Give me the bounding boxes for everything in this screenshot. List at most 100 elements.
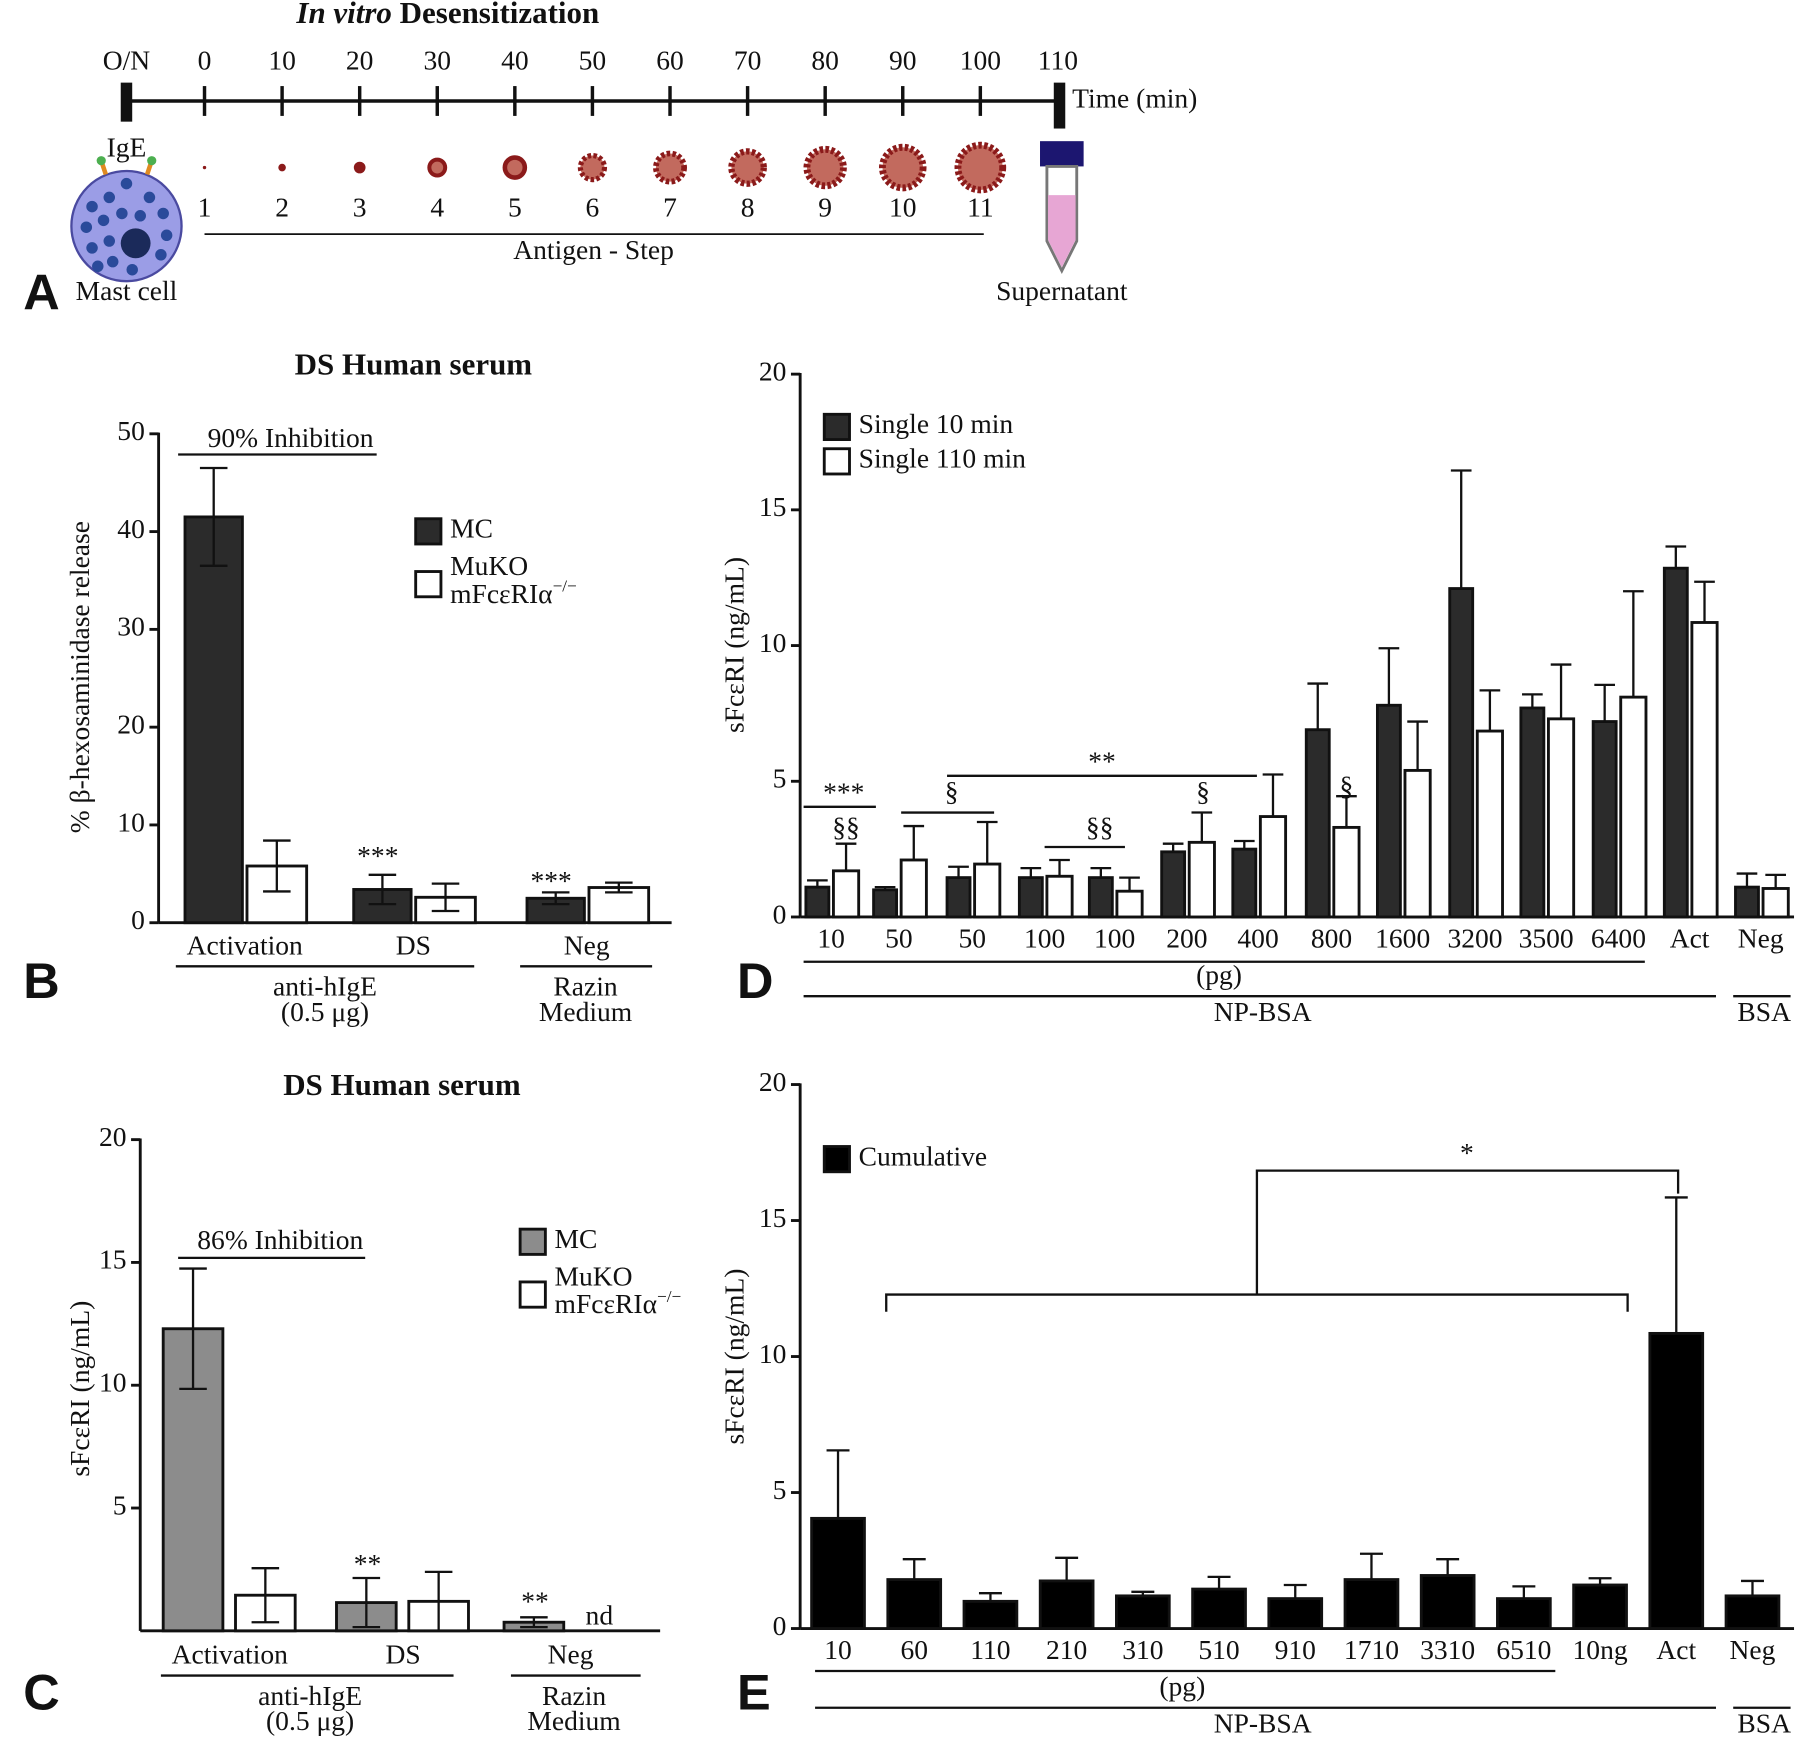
legend-label: Single 110 min — [859, 443, 1026, 474]
error-bar — [368, 873, 397, 906]
error-bar — [1162, 842, 1184, 852]
bar — [945, 876, 972, 919]
x-tick-label: 3500 — [1519, 922, 1574, 953]
x-tick-label: 210 — [1046, 1634, 1087, 1665]
error-bar — [807, 879, 828, 888]
legend-swatch — [822, 412, 851, 441]
x-tick-label: 400 — [1237, 922, 1278, 953]
time-label: 80 — [811, 44, 839, 75]
timeline-end — [1053, 82, 1066, 129]
y-axis-label: sFcεRI (ng/mL) — [718, 1269, 749, 1445]
error-bar — [1736, 872, 1758, 888]
y-tick-label: 10 — [117, 806, 145, 837]
step-label: 5 — [508, 191, 522, 222]
legend-label: MC — [450, 513, 493, 544]
step-label: 11 — [967, 191, 994, 222]
x-tick-label: 6510 — [1496, 1634, 1551, 1665]
bar — [962, 1599, 1019, 1630]
legend-swatch — [822, 1145, 851, 1174]
error-bar — [903, 824, 925, 860]
bar — [1187, 840, 1216, 919]
error-bar — [1741, 1579, 1764, 1596]
time-label: 40 — [501, 44, 529, 75]
legend-label: Single 10 min — [859, 408, 1014, 439]
x-tick-label: 1710 — [1344, 1634, 1399, 1665]
step-label: 8 — [741, 191, 755, 222]
x-tick-label: Neg — [1730, 1634, 1776, 1665]
step-label: Antigen - Step — [513, 234, 674, 265]
legend-swatch — [822, 447, 851, 476]
panel-label: C — [23, 1664, 59, 1721]
annotation: nd — [586, 1600, 614, 1631]
group-label: Medium — [539, 996, 632, 1027]
time-label: 10 — [268, 44, 296, 75]
time-label: 110 — [1038, 44, 1078, 75]
y-tick-label: 40 — [117, 513, 145, 544]
bar — [886, 1578, 943, 1630]
time-label: Time (min) — [1072, 82, 1197, 113]
antigen-dose — [353, 161, 366, 174]
error-bar — [978, 1592, 1002, 1602]
antigen-dose — [878, 143, 927, 192]
bar — [872, 888, 898, 919]
annotation: ** — [354, 1548, 382, 1579]
annotation: 86% Inhibition — [197, 1224, 363, 1255]
group-label: BSA — [1737, 1707, 1791, 1738]
antigen-dose — [803, 145, 847, 190]
time-label: 30 — [423, 44, 451, 75]
title-rest: Desensitization — [400, 0, 600, 30]
bar — [1267, 1597, 1324, 1630]
group-label: NP-BSA — [1214, 996, 1312, 1027]
x-tick-label: 50 — [959, 922, 987, 953]
x-tick-label: 510 — [1198, 1634, 1239, 1665]
x-tick-label: 10 — [824, 1634, 852, 1665]
group-label: anti-hIgE — [273, 971, 377, 1002]
bar — [1546, 717, 1576, 919]
legend-swatch — [414, 570, 443, 599]
y-tick-label: 10 — [759, 1338, 787, 1369]
step-label: 1 — [198, 191, 212, 222]
step-label: 2 — [275, 191, 289, 222]
error-bar — [1359, 1552, 1383, 1580]
annotation: ** — [1088, 746, 1116, 777]
bar — [1662, 566, 1689, 919]
x-tick-label: Act — [1670, 922, 1710, 953]
annotation: § — [1340, 770, 1354, 801]
bar — [183, 515, 244, 925]
cell-label: Mast cell — [76, 275, 178, 306]
x-tick-label: 10ng — [1573, 1634, 1628, 1665]
bar — [1115, 889, 1144, 919]
bar — [1648, 1331, 1705, 1630]
mast-cell — [70, 156, 183, 283]
ige-label: IgE — [107, 132, 147, 163]
bar — [1496, 1597, 1552, 1630]
bar — [973, 862, 1002, 919]
legend-swatch — [518, 1280, 547, 1309]
antigen-dose — [502, 155, 528, 180]
significance-bracket — [885, 1169, 1680, 1312]
y-tick-label: 15 — [99, 1244, 127, 1275]
time-label: 50 — [579, 44, 607, 75]
bar — [804, 885, 831, 919]
antigen-dose — [653, 150, 687, 185]
bar — [1572, 1583, 1628, 1630]
bar — [1087, 876, 1114, 919]
group-label: (0.5 μg) — [281, 996, 369, 1027]
bar — [1403, 768, 1432, 919]
bar — [1304, 728, 1331, 919]
y-axis-label: sFcεRI (ng/mL) — [64, 1301, 95, 1477]
x-tick-label: Neg — [564, 929, 610, 960]
error-bar — [1436, 1558, 1460, 1576]
x-tick-label: Neg — [548, 1639, 594, 1670]
error-bar — [179, 1267, 207, 1391]
error-bar — [1694, 580, 1715, 623]
group-label: anti-hIgE — [258, 1680, 362, 1711]
y-tick-label: 5 — [113, 1489, 127, 1520]
x-tick-label: DS — [385, 1639, 420, 1670]
x-tick-label: 910 — [1275, 1634, 1316, 1665]
x-tick-label: 50 — [885, 922, 913, 953]
error-bar — [1283, 1583, 1307, 1599]
group-label: NP-BSA — [1214, 1707, 1312, 1738]
